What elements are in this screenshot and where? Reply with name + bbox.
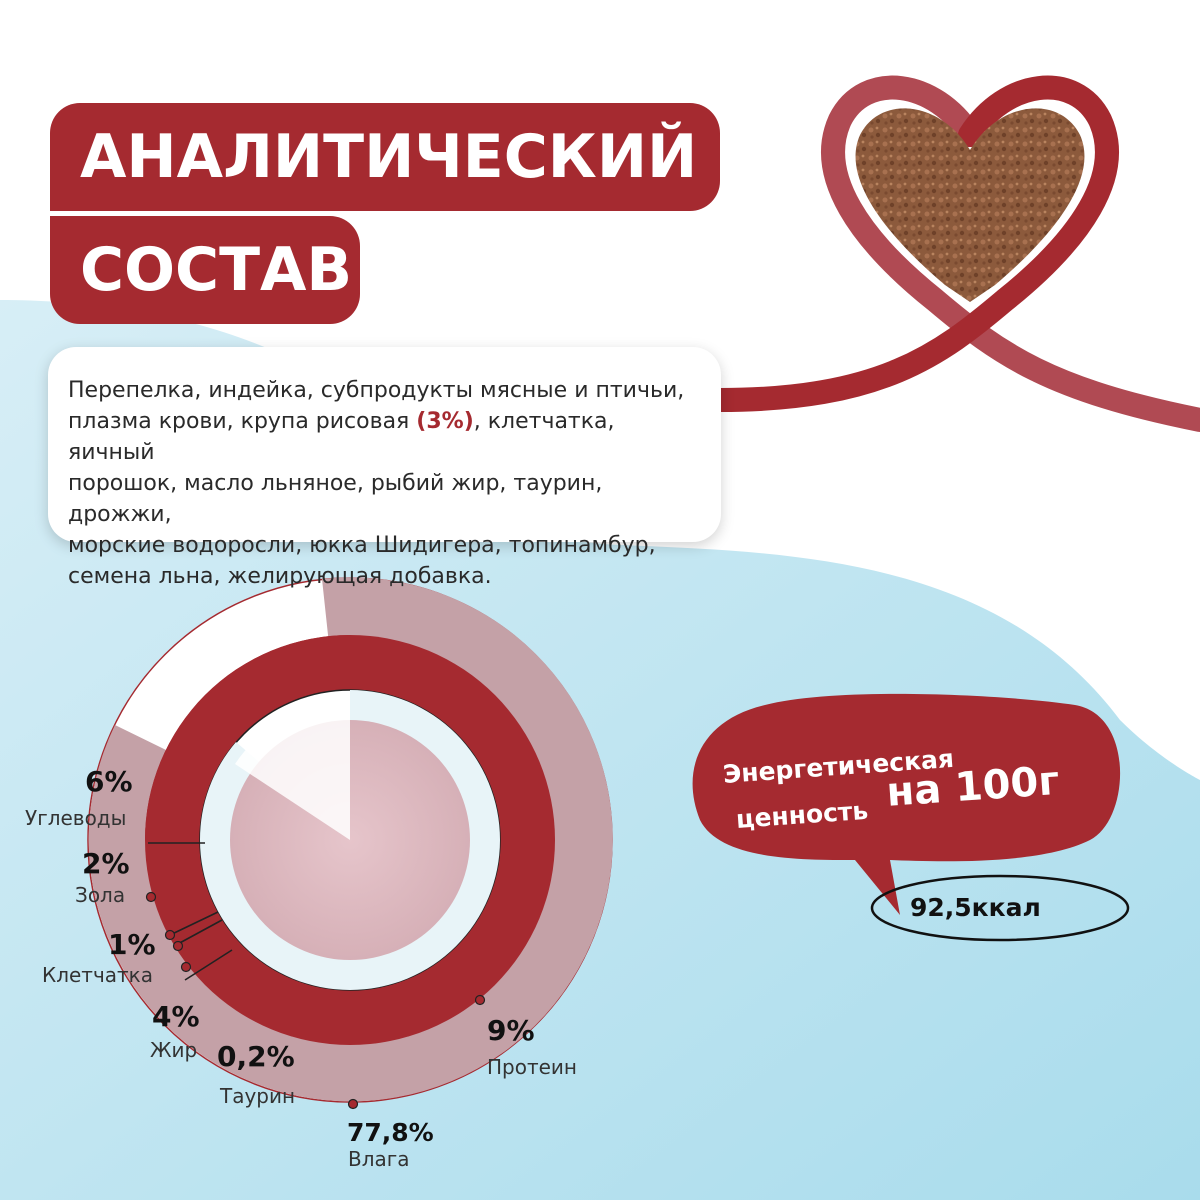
ingredients-line-3: порошок, масло льняное, рыбий жир, таури… — [68, 471, 603, 527]
ingredients-line-2a: плазма крови, крупа рисовая — [68, 409, 417, 434]
page-title-text-1: АНАЛИТИЧЕСКИЙ — [80, 122, 698, 192]
protein-label: Протеин — [487, 1055, 577, 1079]
ingredients-line-4: морские водоросли, юкка Шидигера, топина… — [68, 533, 656, 558]
carbs-label: Углеводы — [25, 806, 127, 830]
page-title-line2: СОСТАВ — [50, 216, 360, 324]
fiber-value: 1% — [108, 928, 156, 961]
moisture-value: 77,8% — [347, 1118, 434, 1147]
ingredients-line-1: Перепелка, индейка, субпродукты мясные и… — [68, 378, 685, 403]
page-title-text-2: СОСТАВ — [80, 235, 353, 305]
center-wedge — [235, 702, 350, 840]
ingredients-card: Перепелка, индейка, субпродукты мясные и… — [48, 347, 721, 589]
ingredients-line-2b: , клетчатка, яичный — [68, 409, 615, 465]
fiber-label: Клетчатка — [42, 963, 153, 987]
energy-bubble — [692, 693, 1130, 942]
taurine-label: Таурин — [220, 1084, 296, 1108]
kcal-ellipse — [870, 874, 1130, 942]
kcal-value: 92,5ккал — [910, 893, 1041, 922]
heart-ribbon-icon — [708, 75, 1200, 432]
fat-value: 4% — [152, 1000, 200, 1033]
rice-percent-highlight: (3%) — [416, 409, 474, 434]
protein-value: 9% — [487, 1014, 535, 1047]
ash-value: 2% — [82, 847, 130, 880]
ingredients-line-5: семена льна, желирующая добавка. — [68, 564, 492, 589]
taurine-value: 0,2% — [217, 1040, 295, 1073]
fat-label: Жир — [150, 1038, 198, 1062]
moisture-label: Влага — [348, 1147, 410, 1171]
ingredients-text: Перепелка, индейка, субпродукты мясные и… — [68, 375, 703, 592]
page-title-line1: АНАЛИТИЧЕСКИЙ — [50, 103, 720, 211]
composition-chart — [87, 577, 613, 1110]
ash-label: Зола — [75, 883, 126, 907]
carbs-value: 6% — [85, 765, 133, 798]
